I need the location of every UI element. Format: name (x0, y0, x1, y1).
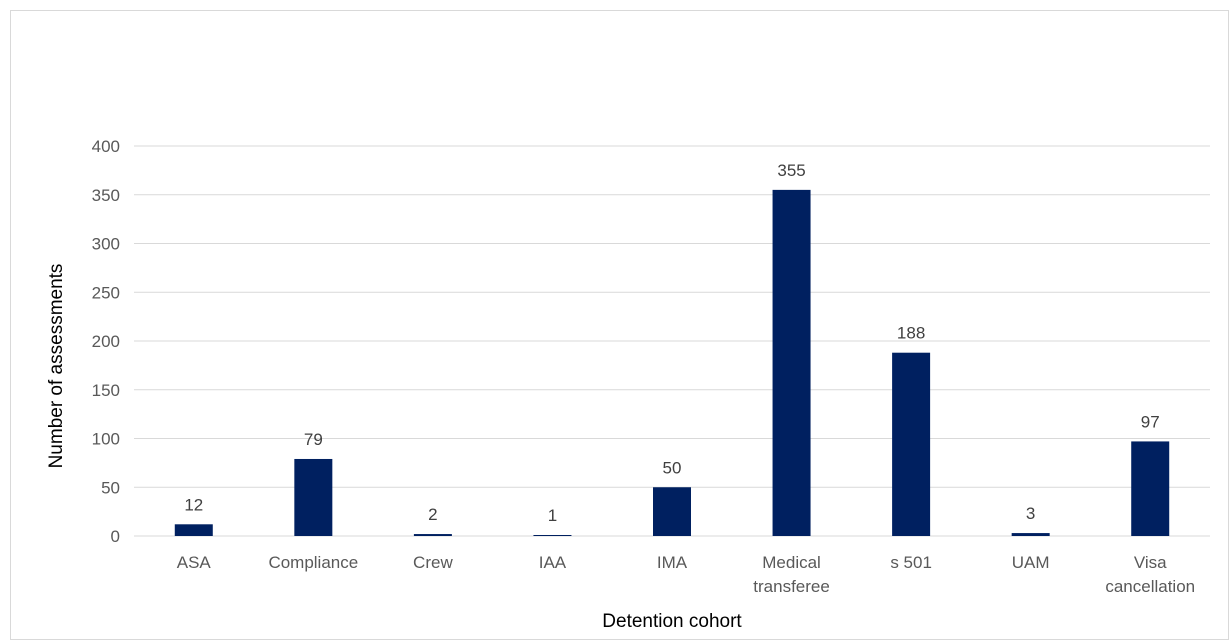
bar (772, 189, 811, 536)
x-tick-label: Medical transferee (753, 553, 830, 596)
y-tick-label: 0 (111, 527, 120, 546)
data-label: 2 (428, 505, 437, 524)
y-tick-label: 300 (92, 235, 120, 254)
y-tick-label: 250 (92, 283, 120, 302)
bar (1131, 441, 1170, 536)
y-tick-label: 200 (92, 332, 120, 351)
x-tick-label: Compliance (268, 553, 358, 572)
bar (892, 352, 931, 536)
y-tick-label: 350 (92, 186, 120, 205)
x-tick-label-line: UAM (1012, 553, 1050, 572)
bar (533, 535, 572, 536)
x-axis-tick-labels: ASA Compliance Crew IAA IMA Medical transferee… (177, 553, 1195, 596)
x-tick-label-line: Visa (1134, 553, 1167, 572)
x-tick-label-line: IAA (539, 553, 567, 572)
x-tick-label-line: transferee (753, 577, 830, 596)
data-label: 1 (548, 506, 557, 525)
bars (174, 189, 1170, 536)
data-label: 50 (663, 458, 682, 477)
x-tick-label: Visa cancellation (1105, 553, 1195, 596)
x-axis-title: Detention cohort (602, 611, 742, 632)
gridlines (134, 145, 1210, 488)
data-label: 79 (304, 430, 323, 449)
data-label: 188 (897, 324, 925, 343)
x-tick-label-line: Medical (762, 553, 821, 572)
y-tick-label: 150 (92, 381, 120, 400)
bar (653, 487, 691, 536)
y-tick-label: 50 (101, 478, 120, 497)
y-tick-label: 100 (92, 430, 120, 449)
data-label: 97 (1141, 412, 1160, 431)
bar (413, 534, 452, 536)
x-tick-label-line: Crew (413, 553, 453, 572)
x-tick-label: s 501 (890, 553, 932, 572)
data-label: 12 (184, 495, 203, 514)
x-tick-label: IAA (539, 553, 567, 572)
bar (174, 524, 213, 536)
x-tick-label: UAM (1012, 553, 1050, 572)
bar (294, 458, 333, 536)
x-tick-label-line: Compliance (268, 553, 358, 572)
x-tick-label-line: cancellation (1105, 577, 1195, 596)
x-tick-label-line: ASA (177, 553, 212, 572)
y-axis-tick-labels: 0 50 100 150 200 250 300 350 400 (92, 137, 120, 546)
x-tick-label-line: IMA (657, 553, 688, 572)
x-tick-label: ASA (177, 553, 212, 572)
y-axis-title: Number of assessments (46, 264, 67, 469)
x-tick-label-line: s 501 (890, 553, 932, 572)
data-label: 3 (1026, 504, 1035, 523)
data-label: 355 (777, 161, 805, 180)
x-tick-label: IMA (657, 553, 688, 572)
x-tick-label: Crew (413, 553, 453, 572)
bar (1011, 533, 1050, 536)
data-labels: 12 79 2 1 50 355 188 3 97 (184, 161, 1159, 525)
y-tick-label: 400 (92, 137, 120, 156)
